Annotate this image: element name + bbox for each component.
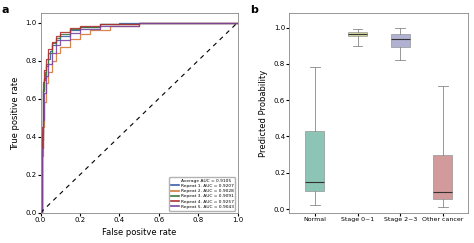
PathPatch shape (348, 32, 367, 36)
PathPatch shape (433, 155, 453, 199)
PathPatch shape (391, 34, 410, 47)
X-axis label: False positve rate: False positve rate (102, 228, 176, 237)
Text: a: a (1, 5, 9, 15)
Legend: Average AUC = 0.9105, Repeat 1. AUC = 0.9207, Repeat 2. AUC = 0.9028, Repeat 3. : Average AUC = 0.9105, Repeat 1. AUC = 0.… (170, 177, 236, 210)
Y-axis label: True positive rate: True positive rate (10, 76, 19, 150)
PathPatch shape (305, 131, 325, 191)
Y-axis label: Predicted Probability: Predicted Probability (259, 69, 268, 156)
Text: b: b (250, 5, 258, 15)
